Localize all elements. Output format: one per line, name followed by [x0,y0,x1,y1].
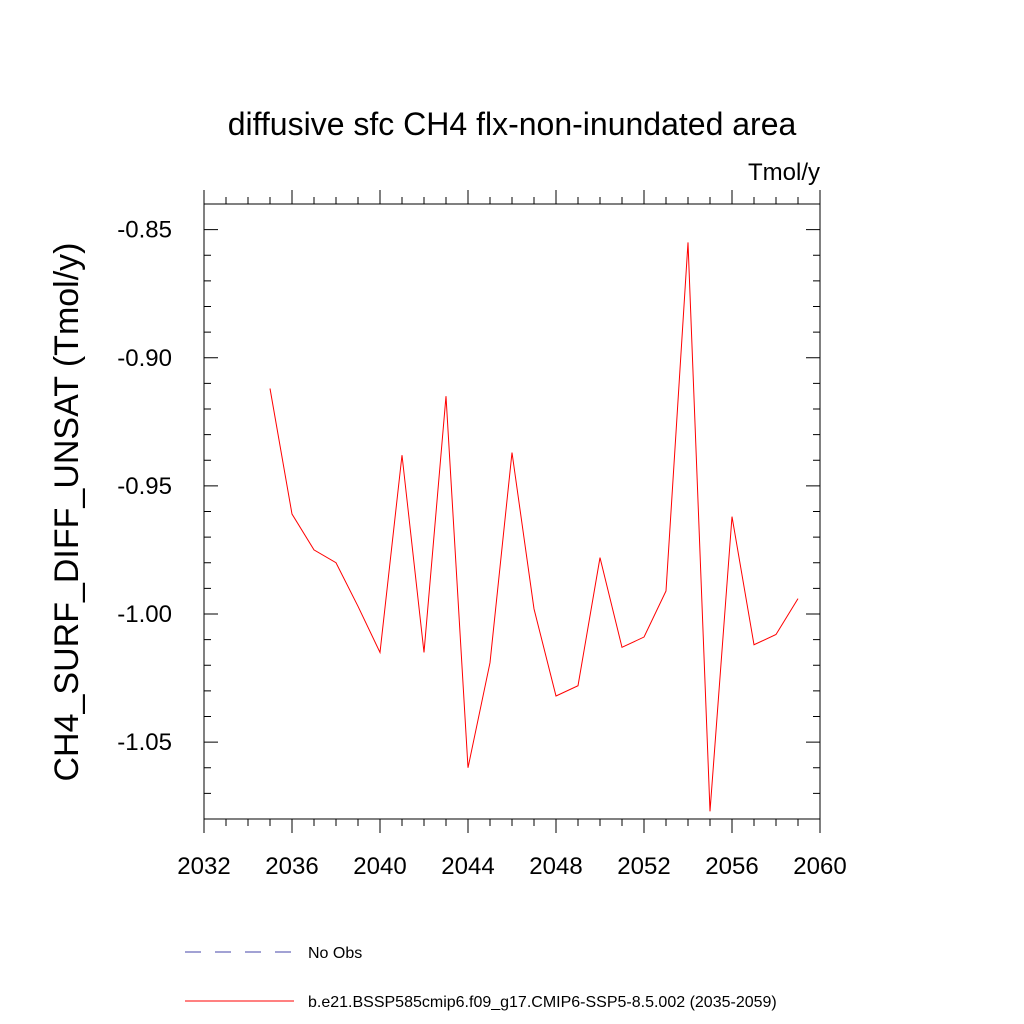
y-tick-labels: -0.85 -0.90 -0.95 -1.00 -1.05 [117,217,172,757]
x-tick-label: 2060 [793,853,846,880]
x-tick-labels: 2032 2036 2040 2044 2048 2052 2056 2060 [177,853,846,880]
y-tick-label: -0.95 [117,473,172,500]
units-label: Tmol/y [748,159,820,186]
x-tick-label: 2056 [705,853,758,880]
x-tick-label: 2032 [177,853,230,880]
legend-label: No Obs [308,945,362,962]
y-tick-label: -0.85 [117,217,172,244]
series-line [269,242,799,812]
x-tick-label: 2036 [265,853,318,880]
y-axis-label: CH4_SURF_DIFF_UNSAT (Tmol/y) [48,242,86,781]
x-tick-label: 2044 [441,853,494,880]
legend: No Obs b.e21.BSSP585cmip6.f09_g17.CMIP6-S… [185,945,777,1011]
legend-label: b.e21.BSSP585cmip6.f09_g17.CMIP6-SSP5-8.… [308,994,777,1011]
y-tick-label: -0.90 [117,345,172,372]
x-tick-label: 2052 [617,853,670,880]
x-tick-label: 2048 [529,853,582,880]
y-tick-label: -1.05 [117,729,172,756]
plot-frame [203,203,821,820]
chart-title: diffusive sfc CH4 flx-non-inundated area [228,106,797,142]
x-tick-label: 2040 [353,853,406,880]
axis-ticks [203,190,821,833]
y-tick-label: -1.00 [117,601,172,628]
series-layer [269,242,799,812]
